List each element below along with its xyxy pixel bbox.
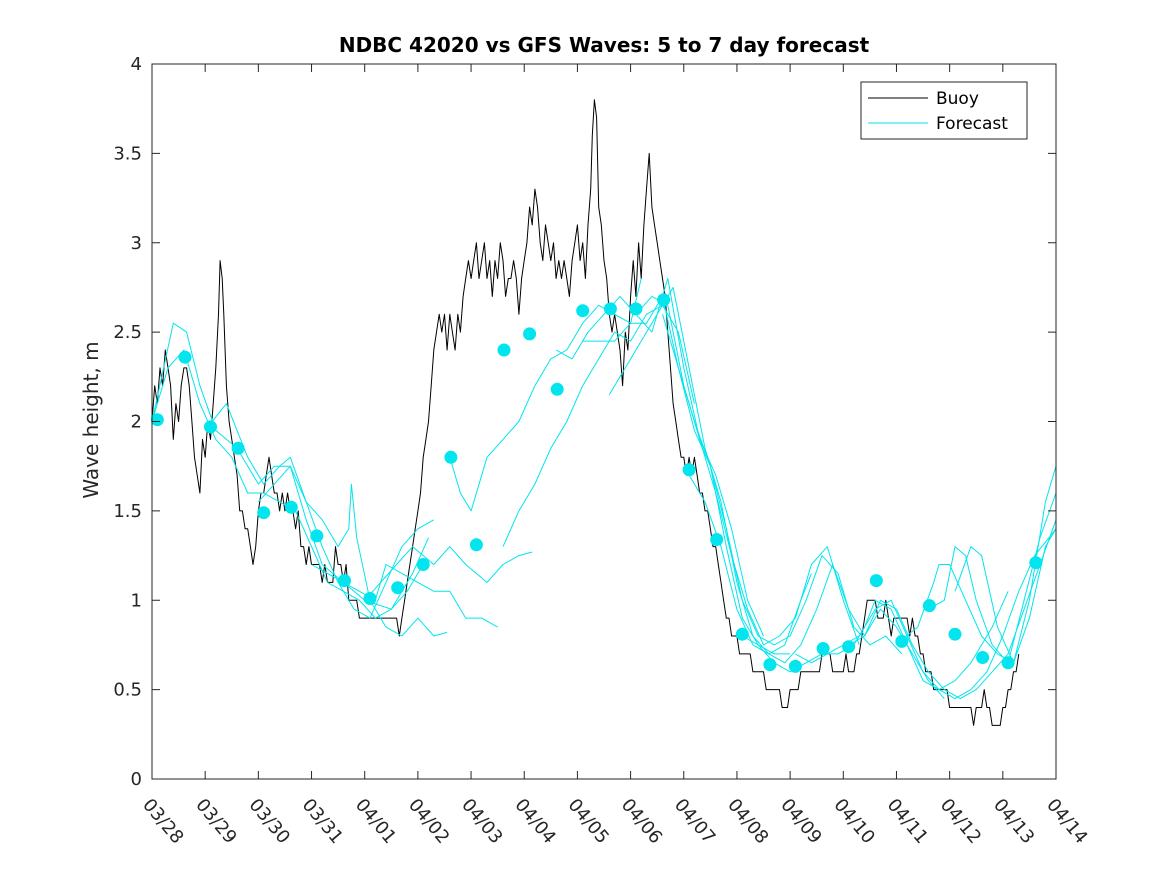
- legend-buoy-label: Buoy: [936, 89, 979, 109]
- forecast-series-line-12: [635, 278, 860, 646]
- y-tick-label-4: 2: [131, 412, 142, 433]
- y-tick-label-8: 4: [131, 54, 142, 75]
- forecast-series-line-18: [901, 528, 1057, 664]
- y-tick-label-1: 0.5: [113, 680, 142, 701]
- x-tick-label-7: 04/04: [510, 795, 559, 848]
- forecast-marker-3: [231, 441, 245, 455]
- forecast-series-line-9: [555, 295, 764, 637]
- x-tick-label-6: 04/03: [457, 795, 506, 848]
- forecast-marker-9: [391, 581, 405, 595]
- forecast-marker-20: [682, 463, 696, 477]
- y-tick-label-7: 3.5: [113, 143, 142, 164]
- forecast-marker-8: [363, 592, 377, 605]
- forecast-series-line-14: [688, 474, 945, 699]
- legend-box: [860, 81, 1028, 140]
- x-tick-label-12: 04/09: [776, 795, 825, 848]
- forecast-marker-26: [842, 640, 856, 654]
- forecast-marker-14: [523, 327, 537, 341]
- x-tick-label-10: 04/07: [670, 795, 719, 848]
- y-tick-label-2: 1: [131, 590, 142, 611]
- x-tick-label-17: 04/14: [1042, 795, 1091, 848]
- forecast-marker-32: [1001, 656, 1015, 670]
- forecast-series-line-10: [582, 295, 791, 655]
- x-tick-label-9: 04/06: [617, 795, 666, 848]
- forecast-series-line-3: [204, 403, 435, 619]
- forecast-marker-30: [948, 627, 962, 641]
- forecast-marker-16: [576, 304, 590, 318]
- forecast-marker-4: [257, 506, 271, 520]
- forecast-marker-5: [284, 500, 298, 514]
- forecast-marker-0: [150, 413, 164, 427]
- forecast-marker-6: [310, 529, 324, 543]
- forecast-series-line-15: [742, 591, 1009, 691]
- forecast-marker-12: [469, 538, 483, 552]
- x-tick-label-16: 04/13: [989, 795, 1038, 848]
- y-tick-label-5: 2.5: [113, 322, 142, 343]
- forecast-marker-31: [976, 651, 990, 664]
- forecast-marker-13: [497, 343, 511, 357]
- x-tick-label-8: 04/05: [564, 795, 613, 848]
- forecast-marker-10: [416, 558, 430, 571]
- buoy-series-line: [151, 99, 1020, 726]
- forecast-marker-17: [603, 302, 617, 316]
- forecast-marker-1: [178, 350, 192, 364]
- forecast-marker-29: [922, 599, 936, 613]
- forecast-marker-28: [895, 634, 909, 648]
- x-tick-label-15: 04/12: [936, 795, 985, 848]
- x-tick-label-1: 03/29: [191, 795, 240, 848]
- x-tick-label-4: 04/01: [351, 795, 400, 848]
- x-tick-label-0: 03/28: [138, 795, 187, 848]
- forecast-marker-21: [710, 533, 724, 546]
- forecast-series-line-16: [795, 528, 1057, 700]
- x-tick-label-14: 04/11: [883, 795, 932, 848]
- legend-forecast-label: Forecast: [936, 114, 1008, 134]
- forecast-marker-11: [444, 450, 458, 464]
- x-tick-label-5: 04/02: [404, 795, 453, 848]
- forecast-marker-22: [735, 627, 749, 641]
- forecast-marker-27: [869, 574, 883, 588]
- forecast-series-line-13: [662, 314, 903, 655]
- forecast-marker-18: [629, 302, 643, 316]
- forecast-marker-23: [763, 658, 777, 672]
- plot-frame: [151, 63, 1057, 780]
- forecast-series-line-19: [928, 492, 1057, 664]
- forecast-series-line-20: [954, 466, 1057, 664]
- chart-title: NDBC 42020 vs GFS Waves: 5 to 7 day fore…: [339, 33, 870, 57]
- forecast-marker-25: [816, 642, 830, 655]
- forecast-series-line-11: [608, 286, 812, 655]
- x-tick-label-2: 03/30: [245, 795, 294, 848]
- plot-markers: [150, 293, 1043, 673]
- forecast-marker-24: [788, 659, 802, 673]
- forecast-marker-7: [338, 574, 351, 588]
- forecast-series-line-17: [848, 519, 1057, 700]
- y-axis-label: Wave height, m: [79, 341, 103, 498]
- x-tick-label-3: 03/31: [298, 795, 347, 848]
- forecast-series-line-2: [151, 322, 429, 610]
- y-tick-label-0: 0: [131, 769, 142, 790]
- forecast-series-line-5: [311, 564, 498, 628]
- forecast-marker-19: [657, 293, 671, 307]
- plot-lines: [151, 99, 1057, 726]
- x-tick-label-11: 04/08: [723, 795, 772, 848]
- y-tick-label-6: 3: [131, 233, 142, 254]
- forecast-marker-33: [1029, 556, 1043, 570]
- x-tick-label-13: 04/10: [829, 795, 878, 848]
- forecast-series-line-4: [258, 465, 448, 637]
- forecast-marker-15: [550, 382, 564, 396]
- forecast-marker-2: [204, 420, 217, 434]
- legend: Buoy Forecast: [860, 81, 1028, 140]
- y-tick-label-3: 1.5: [113, 501, 142, 522]
- forecast-series-line-6: [364, 546, 533, 601]
